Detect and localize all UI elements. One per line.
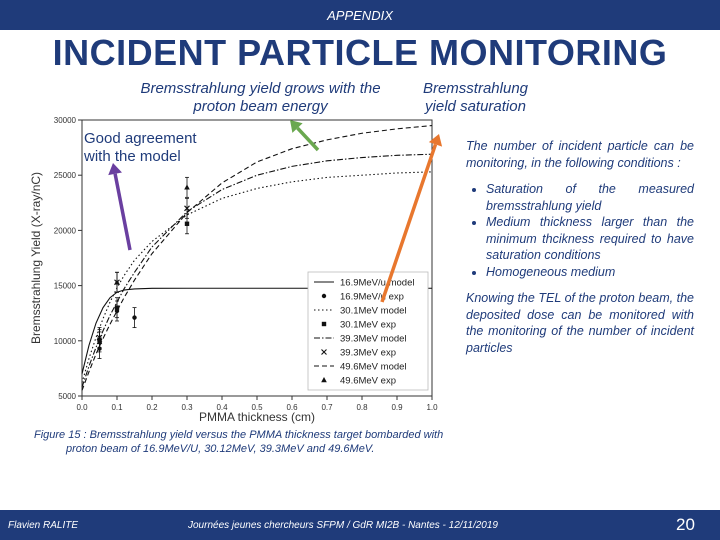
y-tick-label: 25000 [54, 171, 77, 180]
legend-entry: 39.3MeV exp [340, 348, 396, 359]
footer-bar [0, 510, 720, 540]
legend-entry: 30.1MeV exp [340, 320, 396, 331]
header-bar [0, 0, 720, 30]
y-tick-label: 30000 [54, 116, 77, 125]
data-point [114, 305, 120, 310]
x-tick-label: 0.7 [321, 403, 333, 412]
x-tick-label: 1.0 [426, 403, 438, 412]
x-tick-label: 0.2 [146, 403, 158, 412]
legend-entry: 30.1MeV model [340, 306, 407, 317]
data-point [96, 338, 103, 345]
x-tick-label: 0.4 [216, 403, 228, 412]
arrow-saturation-head [428, 134, 443, 147]
x-tick-label: 0.6 [286, 403, 298, 412]
section-label: APPENDIX [327, 8, 393, 23]
figure-caption: Figure 15 : Bremsstrahlung yield versus … [34, 428, 494, 456]
legend-marker [321, 349, 327, 355]
data-point [114, 279, 120, 285]
x-tick-label: 0.1 [111, 403, 123, 412]
data-point [184, 205, 190, 212]
legend-marker [321, 377, 327, 383]
conditions-panel: The number of incident particle can be m… [466, 138, 694, 356]
plot-area [81, 119, 433, 397]
annotation-good-agreement: Good agreement with the model [84, 130, 197, 165]
data-point [184, 184, 190, 190]
data-point [132, 315, 137, 320]
legend-entry: 49.6MeV model [340, 362, 407, 373]
legend-marker [321, 321, 327, 327]
y-tick-label: 10000 [54, 337, 77, 346]
caption-line: Figure 15 : Bremsstrahlung yield versus … [34, 429, 444, 441]
condition-item: Medium thickness larger than the minimum… [486, 214, 694, 264]
panel-conclusion: Knowing the TEL of the proton beam, the … [466, 291, 694, 355]
legend-marker [321, 293, 327, 299]
caption-line: proton beam of 16.9MeV/U, 30.12MeV, 39.3… [66, 443, 375, 455]
x-tick-label: 0.0 [76, 403, 88, 412]
arrow-agreement [113, 173, 132, 251]
series-line [81, 171, 433, 383]
arrow-agreement-head [108, 163, 122, 176]
arrow-energy [296, 126, 320, 152]
annotation-yield-grows: Bremsstrahlung yield grows with the prot… [140, 80, 381, 115]
annotation-saturation: Bremsstrahlung yield saturation [422, 80, 529, 115]
x-tick-label: 0.8 [356, 403, 368, 412]
y-tick-label: 15000 [54, 282, 77, 291]
panel-intro: The number of incident particle can be m… [466, 139, 694, 170]
legend-entry: 16.9MeV/u model [340, 278, 414, 289]
y-tick-label: 20000 [54, 226, 77, 235]
legend-entry: 16.9MeV/u exp [340, 292, 404, 303]
data-point [184, 221, 190, 226]
legend-box [307, 271, 429, 391]
x-axis-label: PMMA thickness (cm) [199, 410, 315, 424]
condition-item: Homogeneous medium [486, 264, 694, 281]
condition-item: Saturation of the measured bremsstrahlun… [486, 181, 694, 214]
conditions-list: Saturation of the measured bremsstrahlun… [466, 181, 694, 280]
page-number: 20 [676, 515, 695, 534]
legend-entry: 49.6MeV exp [340, 376, 396, 387]
y-tick-label: 5000 [58, 392, 76, 401]
footer-author: Flavien RALITE [8, 520, 79, 531]
y-axis-label: Bremsstrahlung Yield (X-ray/nC) [29, 172, 43, 344]
x-tick-label: 0.9 [391, 403, 403, 412]
x-tick-label: 0.3 [181, 403, 193, 412]
legend-entry: 39.3MeV model [340, 334, 407, 345]
arrow-saturation [380, 143, 438, 303]
footer-event: Journées jeunes chercheurs SFPM / GdR MI… [188, 520, 498, 531]
arrow-energy-head [290, 120, 303, 133]
x-tick-label: 0.5 [251, 403, 263, 412]
page-title: INCIDENT PARTICLE MONITORING [52, 32, 668, 73]
